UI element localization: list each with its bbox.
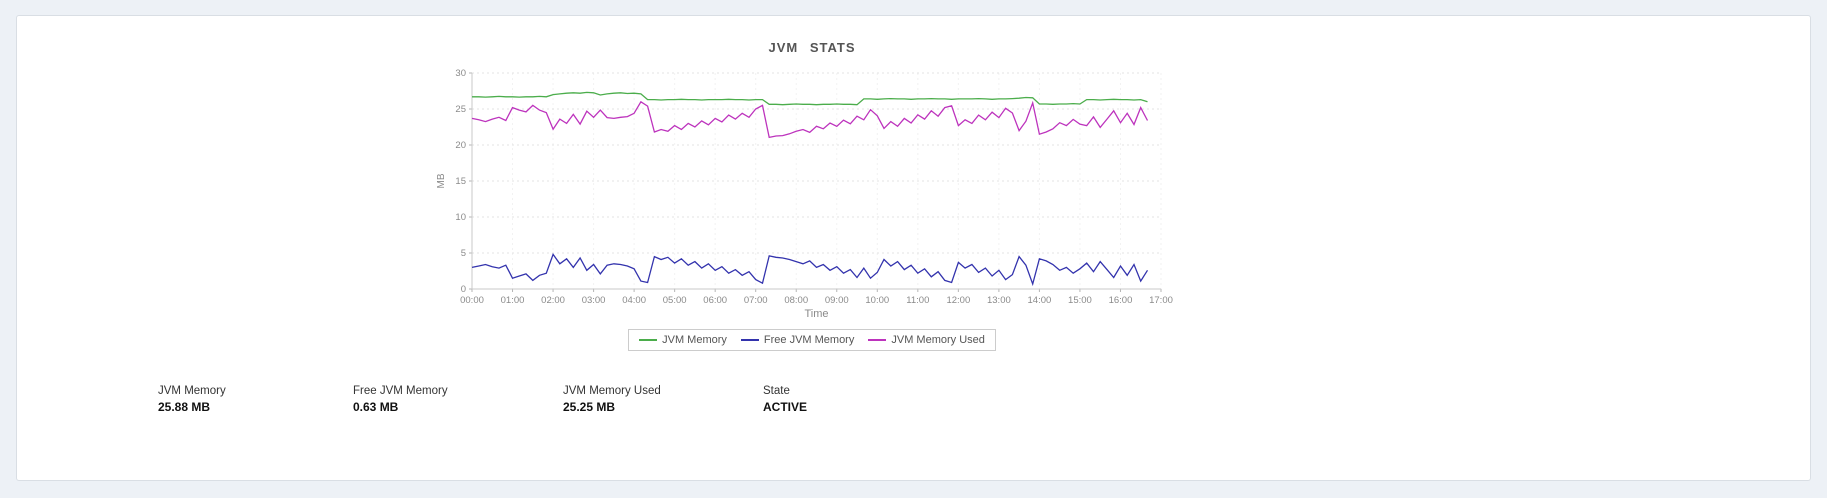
svg-text:12:00: 12:00 xyxy=(946,295,970,306)
legend-line-swatch xyxy=(639,339,658,341)
stat-jvm-memory-label: JVM Memory xyxy=(158,385,226,397)
svg-text:30: 30 xyxy=(455,68,466,79)
stat-jvm-memory-value: 25.88 MB xyxy=(158,400,211,414)
svg-text:15:00: 15:00 xyxy=(1068,295,1092,306)
svg-text:04:00: 04:00 xyxy=(622,295,646,306)
legend-label: Free JVM Memory xyxy=(763,334,855,346)
svg-text:07:00: 07:00 xyxy=(744,295,768,306)
svg-text:11:00: 11:00 xyxy=(906,295,929,306)
stat-jvm-memory-used-value: 25.25 MB xyxy=(563,400,616,414)
legend-box: JVM Memory Free JVM Memory JVM Memory Used xyxy=(628,329,996,351)
svg-text:MB: MB xyxy=(436,173,447,188)
legend-item-jvm-memory[interactable]: JVM Memory xyxy=(639,334,727,346)
svg-text:15: 15 xyxy=(455,176,466,187)
svg-text:5: 5 xyxy=(461,248,466,259)
svg-text:08:00: 08:00 xyxy=(784,295,808,306)
chart-container: JVM STATS 00:00 01:00 02:00 03:00 04:00 05:00… xyxy=(432,16,1192,351)
stat-state-label: State xyxy=(763,385,790,397)
stat-jvm-memory-used: JVM Memory Used 25.25 MB xyxy=(563,385,763,414)
svg-text:00:00: 00:00 xyxy=(460,295,484,306)
chart-legend: JVM Memory Free JVM Memory JVM Memory Used xyxy=(432,329,1192,351)
jvm-stats-card: JVM STATS 00:00 01:00 02:00 03:00 04:00 05:00… xyxy=(16,15,1811,481)
svg-text:17:00: 17:00 xyxy=(1149,295,1173,306)
legend-label: JVM Memory Used xyxy=(891,334,985,346)
svg-text:09:00: 09:00 xyxy=(825,295,849,306)
svg-text:01:00: 01:00 xyxy=(501,295,525,306)
svg-text:06:00: 06:00 xyxy=(703,295,727,306)
svg-text:16:00: 16:00 xyxy=(1109,295,1133,306)
legend-item-jvm-memory-used[interactable]: JVM Memory Used xyxy=(868,334,985,346)
stat-state-value: ACTIVE xyxy=(763,400,808,414)
legend-line-swatch xyxy=(740,339,759,341)
chart-title: JVM STATS xyxy=(768,40,856,55)
stat-state: State ACTIVE xyxy=(763,385,963,414)
svg-text:Time: Time xyxy=(804,308,828,320)
stat-free-jvm-memory: Free JVM Memory 0.63 MB xyxy=(353,385,563,414)
svg-text:03:00: 03:00 xyxy=(582,295,606,306)
stat-free-jvm-memory-label: Free JVM Memory xyxy=(353,385,448,397)
stat-free-jvm-memory-value: 0.63 MB xyxy=(353,400,399,414)
svg-text:14:00: 14:00 xyxy=(1028,295,1052,306)
stats-row: JVM Memory 25.88 MB Free JVM Memory 0.63… xyxy=(17,385,1810,414)
jvm-stats-chart: 00:00 01:00 02:00 03:00 04:00 05:00 06:00 07:00… xyxy=(436,68,1173,320)
svg-text:10:00: 10:00 xyxy=(865,295,889,306)
svg-text:0: 0 xyxy=(461,284,466,295)
svg-text:13:00: 13:00 xyxy=(987,295,1011,306)
stat-jvm-memory-used-label: JVM Memory Used xyxy=(563,385,661,397)
legend-line-swatch xyxy=(868,339,887,341)
stat-jvm-memory: JVM Memory 25.88 MB xyxy=(158,385,353,414)
svg-text:02:00: 02:00 xyxy=(541,295,565,306)
svg-text:20: 20 xyxy=(455,140,466,151)
svg-text:05:00: 05:00 xyxy=(663,295,687,306)
svg-text:10: 10 xyxy=(455,212,466,223)
svg-text:25: 25 xyxy=(455,104,466,115)
legend-item-free-jvm-memory[interactable]: Free JVM Memory xyxy=(740,334,855,346)
legend-label: JVM Memory xyxy=(662,334,727,346)
